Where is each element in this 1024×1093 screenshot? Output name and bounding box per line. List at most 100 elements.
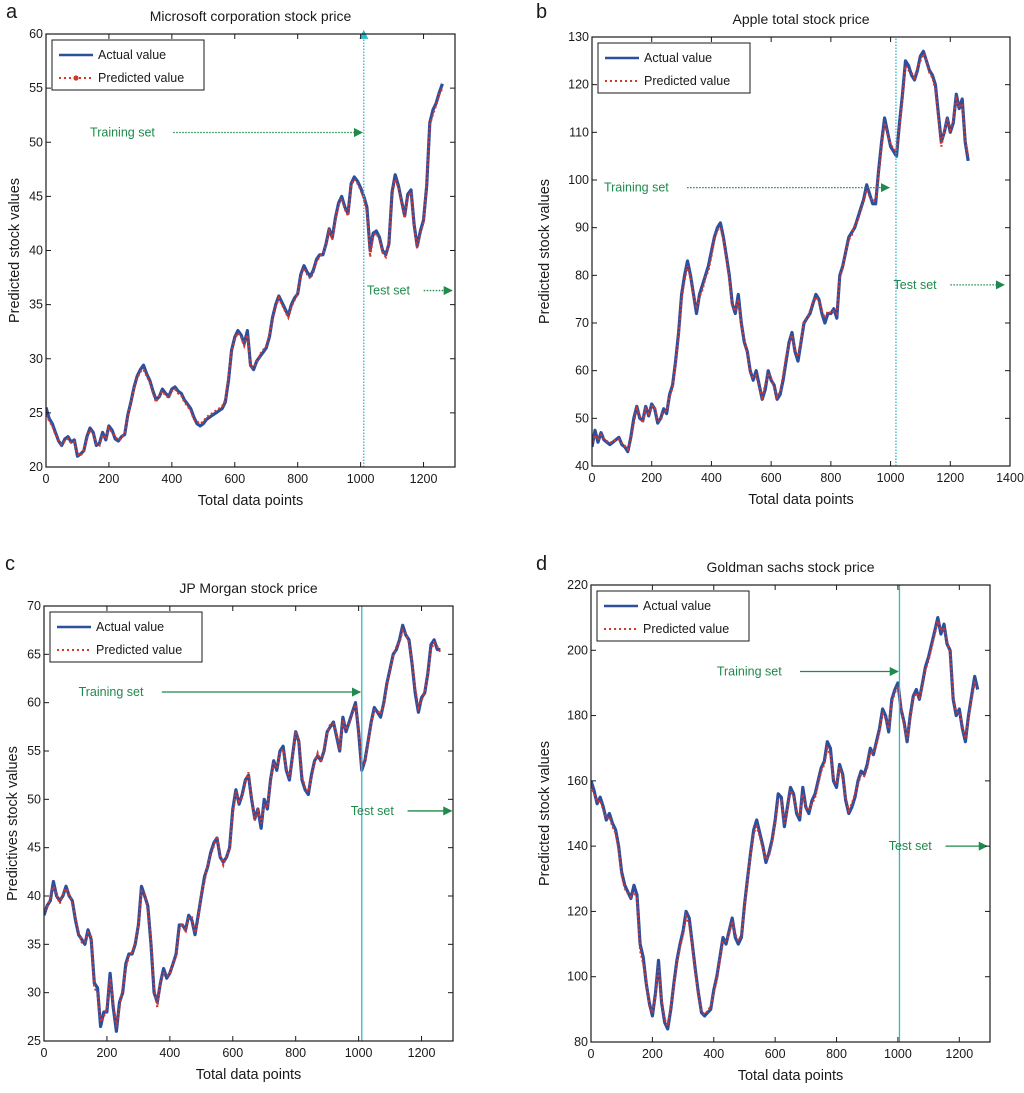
y-tick-label: 45 — [27, 841, 41, 855]
y-tick-label: 220 — [567, 578, 588, 592]
test-set-label: Test set — [894, 278, 938, 292]
y-tick-label: 30 — [27, 986, 41, 1000]
y-tick-label: 60 — [575, 364, 589, 378]
legend-actual-label: Actual value — [644, 51, 712, 65]
training-set-label: Training set — [90, 126, 155, 140]
legend-box — [596, 590, 750, 642]
x-tick-label: 400 — [703, 1047, 724, 1061]
x-tick-label: 200 — [98, 472, 119, 486]
y-tick-label: 65 — [27, 647, 41, 661]
y-tick-label: 180 — [567, 709, 588, 723]
chart-title: Microsoft corporation stock price — [150, 8, 352, 24]
y-tick-label: 80 — [574, 1035, 588, 1049]
x-tick-label: 1200 — [936, 471, 964, 485]
x-tick-label: 600 — [222, 1046, 243, 1060]
plot-area — [46, 34, 455, 467]
legend-predicted-label: Predicted value — [96, 643, 182, 657]
panel-letter: d — [536, 553, 547, 575]
y-axis-label: Predicted stock values — [537, 741, 553, 886]
x-tick-label: 200 — [96, 1046, 117, 1060]
panel-c: c JP Morgan stock price Training set Test s… — [5, 553, 454, 1083]
y-tick-label: 35 — [27, 937, 41, 951]
y-tick-label: 100 — [568, 173, 589, 187]
y-tick-label: 50 — [575, 411, 589, 425]
x-tick-label: 800 — [826, 1047, 847, 1061]
x-tick-label: 400 — [159, 1046, 180, 1060]
x-tick-label: 600 — [761, 471, 782, 485]
y-tick-label: 120 — [567, 904, 588, 918]
y-tick-label: 40 — [575, 459, 589, 473]
y-tick-label: 110 — [569, 125, 589, 139]
x-tick-label: 800 — [287, 472, 308, 486]
x-tick-label: 0 — [589, 471, 596, 485]
y-tick-label: 50 — [29, 135, 43, 149]
x-tick-label: 200 — [641, 471, 662, 485]
predicted-value-line — [44, 628, 442, 1027]
axes-frame — [43, 605, 454, 1042]
x-tick-label: 1200 — [410, 472, 438, 486]
legend: Actual value Predicted value — [51, 39, 205, 91]
legend-predicted-label: Predicted value — [98, 71, 184, 85]
y-axis-label: Predicted stock values — [7, 178, 23, 323]
chart-title: JP Morgan stock price — [179, 580, 317, 596]
legend-actual-label: Actual value — [96, 620, 164, 634]
y-tick-label: 45 — [29, 189, 43, 203]
predicted-value-line — [46, 87, 444, 458]
x-tick-label: 1200 — [408, 1046, 436, 1060]
legend-predicted-label: Predicted value — [643, 622, 729, 636]
training-set-label: Training set — [717, 665, 782, 679]
legend-box — [597, 42, 751, 94]
panel-letter: b — [536, 1, 547, 23]
x-tick-label: 1000 — [877, 471, 905, 485]
y-tick-label: 130 — [568, 30, 589, 44]
legend-actual-label: Actual value — [98, 48, 166, 62]
y-axis-label: Predictives stock values — [5, 746, 21, 901]
x-tick-label: 0 — [43, 472, 50, 486]
x-tick-label: 1000 — [884, 1047, 912, 1061]
x-tick-label: 0 — [588, 1047, 595, 1061]
y-tick-label: 50 — [27, 792, 41, 806]
x-tick-label: 1400 — [996, 471, 1024, 485]
legend-predicted-marker — [73, 75, 79, 81]
x-tick-label: 400 — [161, 472, 182, 486]
legend: Actual value Predicted value — [49, 611, 203, 663]
legend: Actual value Predicted value — [597, 42, 751, 94]
x-tick-label: 1200 — [945, 1047, 973, 1061]
y-tick-label: 35 — [29, 298, 43, 312]
y-tick-label: 80 — [575, 268, 589, 282]
axes-frame — [591, 36, 1011, 467]
chart-title: Goldman sachs stock price — [706, 559, 874, 575]
panel-b: b Apple total stock price Training set Test… — [536, 1, 1024, 508]
panel-d: d Goldman sachs stock price Training set Te… — [536, 553, 991, 1084]
predicted-value-line — [591, 616, 979, 1030]
legend-predicted-label: Predicted value — [644, 74, 730, 88]
legend-box — [51, 39, 205, 91]
y-tick-label: 60 — [27, 696, 41, 710]
x-axis-label: Total data points — [198, 493, 304, 509]
training-set-label: Training set — [79, 685, 144, 699]
legend-actual-label: Actual value — [643, 599, 711, 613]
y-tick-label: 55 — [27, 744, 41, 758]
x-tick-label: 800 — [820, 471, 841, 485]
x-tick-label: 800 — [285, 1046, 306, 1060]
plot-area — [592, 37, 1010, 466]
x-tick-label: 1000 — [347, 472, 375, 486]
y-axis-label: Predicted stock values — [537, 179, 553, 324]
panel-a: a Microsoft corporation stock price Traini… — [6, 1, 456, 509]
test-set-label: Test set — [367, 284, 411, 298]
plot-area — [44, 606, 453, 1041]
x-tick-label: 0 — [41, 1046, 48, 1060]
y-tick-label: 100 — [567, 970, 588, 984]
y-tick-label: 90 — [575, 221, 589, 235]
y-tick-label: 25 — [29, 406, 43, 420]
y-tick-label: 40 — [27, 889, 41, 903]
x-tick-label: 200 — [642, 1047, 663, 1061]
panel-letter: c — [5, 553, 15, 575]
y-tick-label: 120 — [568, 78, 589, 92]
y-tick-label: 25 — [27, 1034, 41, 1048]
training-set-label: Training set — [604, 181, 669, 195]
y-tick-label: 70 — [27, 599, 41, 613]
y-tick-label: 60 — [29, 27, 43, 41]
x-tick-label: 400 — [701, 471, 722, 485]
